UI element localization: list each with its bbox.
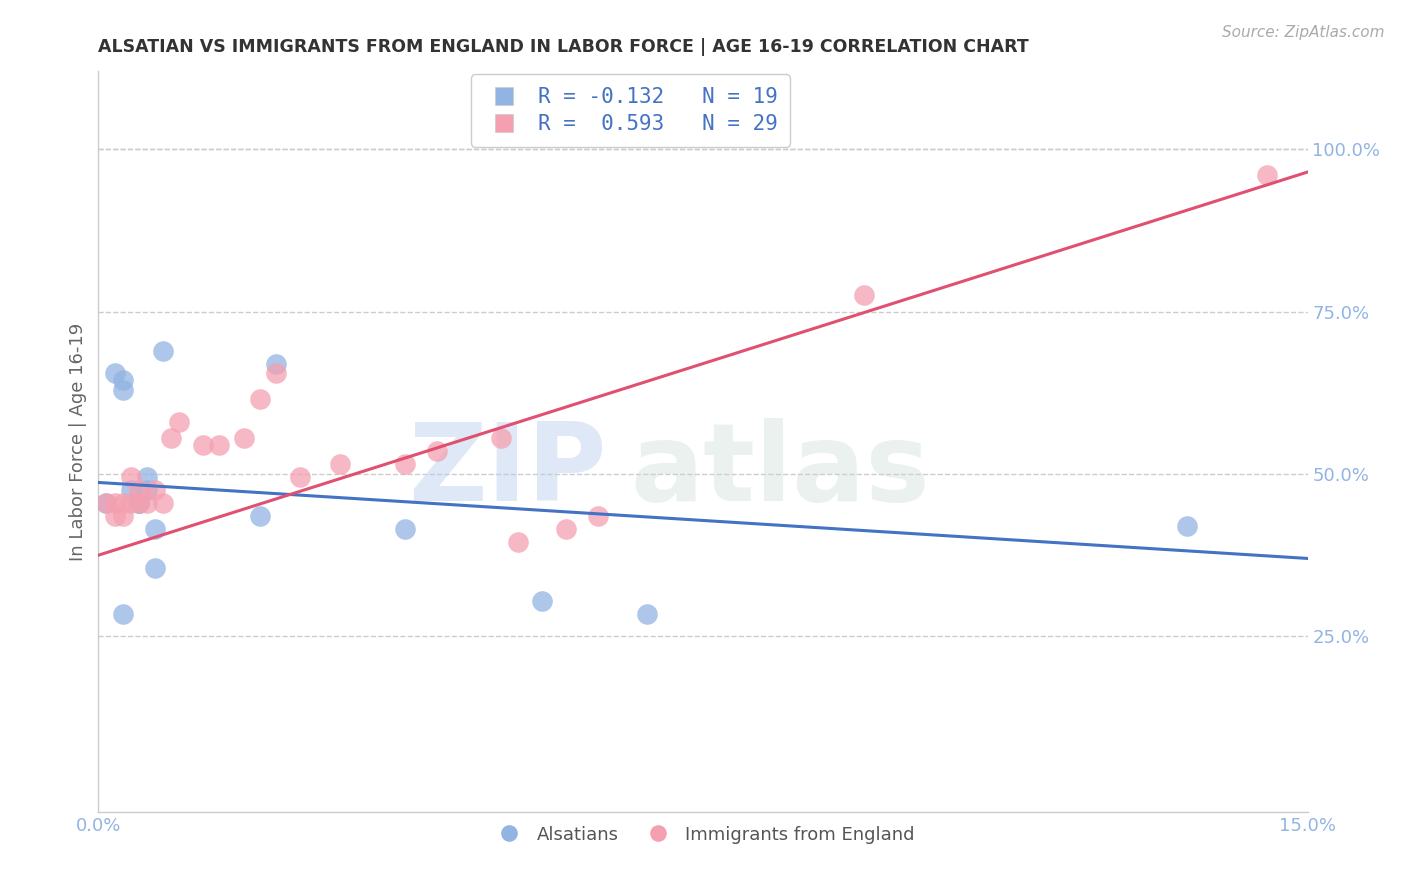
Point	[111, 509, 134, 524]
Point	[103, 509, 125, 524]
Point	[1175, 519, 1198, 533]
Point	[160, 431, 183, 445]
Point	[232, 431, 254, 445]
Point	[128, 496, 150, 510]
Text: ZIP: ZIP	[408, 418, 606, 524]
Point	[143, 483, 166, 498]
Point	[249, 509, 271, 524]
Point	[128, 496, 150, 510]
Point	[135, 496, 157, 510]
Point	[120, 470, 142, 484]
Legend: Alsatians, Immigrants from England: Alsatians, Immigrants from England	[484, 818, 922, 851]
Text: atlas: atlas	[630, 418, 931, 524]
Point	[329, 457, 352, 471]
Point	[128, 496, 150, 510]
Point	[128, 483, 150, 498]
Text: Source: ZipAtlas.com: Source: ZipAtlas.com	[1222, 25, 1385, 40]
Point	[530, 593, 553, 607]
Point	[111, 383, 134, 397]
Point	[636, 607, 658, 621]
Point	[111, 373, 134, 387]
Point	[491, 431, 513, 445]
Point	[288, 470, 311, 484]
Point	[103, 496, 125, 510]
Point	[143, 561, 166, 575]
Text: ALSATIAN VS IMMIGRANTS FROM ENGLAND IN LABOR FORCE | AGE 16-19 CORRELATION CHART: ALSATIAN VS IMMIGRANTS FROM ENGLAND IN L…	[98, 38, 1029, 56]
Point	[853, 288, 876, 302]
Point	[426, 444, 449, 458]
Point	[264, 357, 287, 371]
Point	[152, 343, 174, 358]
Point	[120, 483, 142, 498]
Point	[264, 367, 287, 381]
Point	[586, 509, 609, 524]
Point	[135, 483, 157, 498]
Point	[167, 415, 190, 429]
Point	[111, 607, 134, 621]
Point	[103, 367, 125, 381]
Point	[394, 522, 416, 536]
Point	[555, 522, 578, 536]
Point	[152, 496, 174, 510]
Point	[208, 438, 231, 452]
Point	[96, 496, 118, 510]
Point	[394, 457, 416, 471]
Y-axis label: In Labor Force | Age 16-19: In Labor Force | Age 16-19	[69, 322, 87, 561]
Point	[193, 438, 215, 452]
Point	[111, 496, 134, 510]
Point	[249, 392, 271, 407]
Point	[120, 496, 142, 510]
Point	[1256, 168, 1278, 182]
Point	[143, 522, 166, 536]
Point	[506, 535, 529, 549]
Point	[135, 470, 157, 484]
Point	[96, 496, 118, 510]
